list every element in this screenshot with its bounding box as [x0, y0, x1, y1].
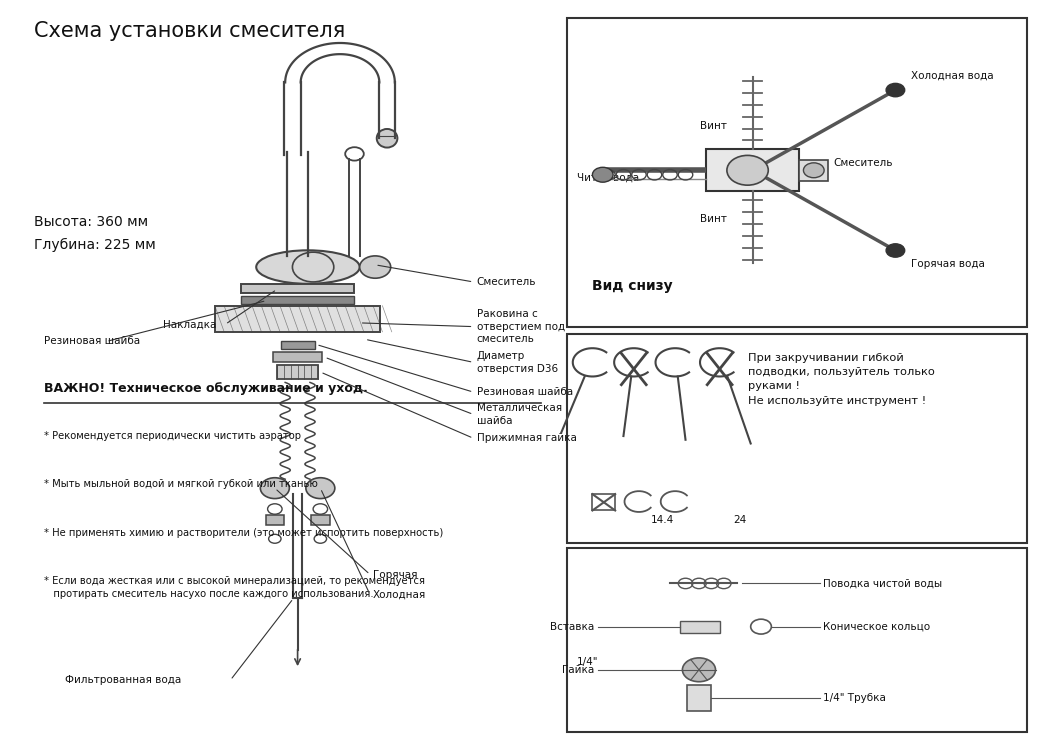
Text: Поводка чистой воды: Поводка чистой воды: [823, 578, 942, 589]
Text: Прижимная гайка: Прижимная гайка: [476, 433, 576, 443]
Text: Холодная вода: Холодная вода: [911, 71, 993, 81]
Bar: [567, 548, 1026, 732]
Bar: [272, 352, 322, 362]
Text: 14.4: 14.4: [651, 515, 674, 525]
Bar: [800, 160, 828, 181]
Circle shape: [727, 155, 769, 185]
Bar: [265, 515, 284, 526]
Circle shape: [682, 658, 716, 682]
Text: Диаметр
отверстия D36: Диаметр отверстия D36: [476, 351, 557, 374]
Text: Гайка: Гайка: [563, 664, 595, 675]
Text: * Мыть мыльной водой и мягкой губкой или тканью: * Мыть мыльной водой и мягкой губкой или…: [44, 479, 318, 489]
Circle shape: [886, 244, 905, 257]
Text: Резиновая шайба: Резиновая шайба: [44, 337, 140, 346]
Text: Читая вода: Читая вода: [577, 172, 639, 183]
Ellipse shape: [256, 251, 360, 284]
Text: Винт: Винт: [700, 121, 727, 130]
Text: 24: 24: [733, 515, 747, 525]
Bar: [215, 306, 381, 332]
Circle shape: [804, 163, 824, 178]
Text: ВАЖНО! Техническое обслуживание и уход.: ВАЖНО! Техническое обслуживание и уход.: [44, 382, 368, 395]
Text: Горячая: Горячая: [373, 569, 418, 580]
Text: 1/4": 1/4": [577, 657, 598, 668]
Circle shape: [886, 83, 905, 97]
Text: Схема установки смесителя: Схема установки смесителя: [34, 22, 345, 41]
Circle shape: [593, 167, 614, 182]
Text: Холодная: Холодная: [373, 590, 426, 599]
Text: Фильтрованная вода: Фильтрованная вода: [64, 675, 181, 686]
Bar: [686, 685, 711, 712]
Bar: [567, 334, 1026, 542]
Text: Вид снизу: Вид снизу: [593, 279, 673, 292]
Text: * Если вода жесткая или с высокой минерализацией, то рекомендуется
   протирать : * Если вода жесткая или с высокой минера…: [44, 576, 425, 598]
Bar: [240, 296, 355, 304]
Bar: [281, 340, 315, 349]
Ellipse shape: [376, 129, 397, 148]
Text: * Не применять химию и растворители (это может испортить поверхность): * Не применять химию и растворители (это…: [44, 527, 443, 538]
Text: Смеситель: Смеситель: [476, 277, 536, 287]
Text: Металлическая
шайба: Металлическая шайба: [476, 404, 562, 426]
Bar: [277, 364, 318, 380]
Bar: [311, 515, 330, 526]
Text: 1/4" Трубка: 1/4" Трубка: [823, 693, 886, 703]
Bar: [706, 149, 800, 191]
Text: Винт: Винт: [700, 214, 727, 223]
Text: Резиновая шайба: Резиновая шайба: [476, 387, 573, 397]
Bar: [680, 621, 720, 632]
Bar: [240, 284, 355, 293]
Text: Раковина с
отверстием под
смеситель: Раковина с отверстием под смеситель: [476, 309, 565, 344]
Bar: [593, 494, 616, 511]
Text: При закручивании гибкой
подводки, пользуйтель только
руками !
Не используйте инс: При закручивании гибкой подводки, пользу…: [748, 352, 935, 406]
Circle shape: [260, 478, 289, 499]
Text: Накладка: Накладка: [163, 320, 216, 329]
Circle shape: [306, 478, 335, 499]
Text: Высота: 360 мм
Глубина: 225 мм: Высота: 360 мм Глубина: 225 мм: [34, 215, 156, 252]
Ellipse shape: [360, 256, 391, 278]
Text: Коническое кольцо: Коническое кольцо: [823, 622, 930, 632]
Text: * Рекомендуется периодически чистить аэратор: * Рекомендуется периодически чистить аэр…: [44, 430, 302, 441]
Text: Смеситель: Смеситель: [833, 158, 893, 168]
Bar: [567, 18, 1026, 326]
Text: Горячая вода: Горячая вода: [911, 260, 985, 269]
Text: Вставка: Вставка: [550, 622, 595, 632]
